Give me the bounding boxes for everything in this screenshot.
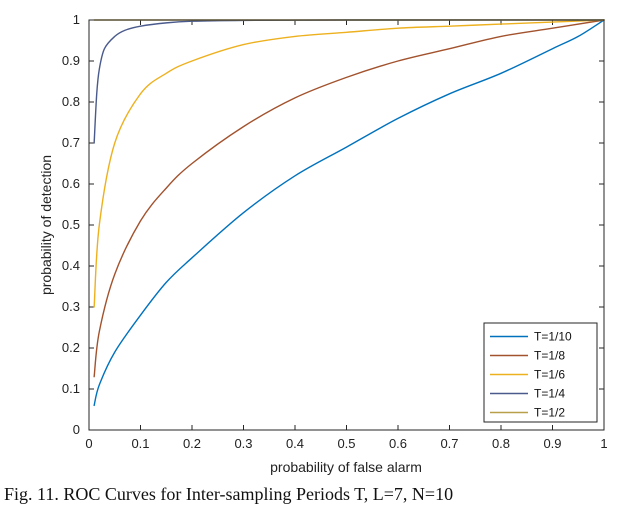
y-tick-label: 0.8 bbox=[62, 94, 80, 109]
legend-label: T=1/6 bbox=[534, 368, 565, 382]
y-tick-label: 0.2 bbox=[62, 340, 80, 355]
series-line-2 bbox=[93, 19, 605, 378]
y-axis-ticks: 0 0.1 0.2 0.3 0.4 0.5 0.6 0.7 0.8 0.9 1 bbox=[62, 12, 604, 437]
y-tick-label: 0.9 bbox=[62, 53, 80, 68]
x-tick-label: 0.2 bbox=[183, 436, 201, 451]
x-tick-label: 1 bbox=[600, 436, 607, 451]
x-tick-label: 0.4 bbox=[286, 436, 304, 451]
roc-chart: 0 0.1 0.2 0.3 0.4 0.5 0.6 0.7 0.8 0.9 1 0 0.1 0.2 0.3… bbox=[38, 12, 608, 475]
x-tick-label: 0.9 bbox=[543, 436, 561, 451]
x-axis-label: probability of false alarm bbox=[270, 459, 422, 475]
x-tick-label: 0.8 bbox=[492, 436, 510, 451]
y-tick-label: 0.3 bbox=[62, 299, 80, 314]
series-line-3 bbox=[93, 19, 605, 308]
plot-frame bbox=[88, 19, 605, 431]
y-tick-label: 0.7 bbox=[62, 135, 80, 150]
y-tick-label: 0.5 bbox=[62, 217, 80, 232]
y-tick-label: 0 bbox=[73, 422, 80, 437]
figure-caption: Fig. 11. ROC Curves for Inter-sampling P… bbox=[4, 484, 454, 504]
x-tick-label: 0 bbox=[85, 436, 92, 451]
legend-label: T=1/2 bbox=[534, 406, 565, 420]
y-axis-label: probability of detection bbox=[38, 155, 54, 295]
x-tick-label: 0.3 bbox=[234, 436, 252, 451]
x-tick-label: 0.1 bbox=[131, 436, 149, 451]
legend: T=1/10 T=1/8 T=1/6 T=1/4 T=1/2 bbox=[483, 322, 598, 423]
x-tick-label: 0.5 bbox=[337, 436, 355, 451]
legend-label: T=1/8 bbox=[534, 349, 565, 363]
x-tick-label: 0.6 bbox=[389, 436, 407, 451]
legend-label: T=1/10 bbox=[534, 330, 572, 344]
y-tick-label: 0.1 bbox=[62, 381, 80, 396]
y-tick-label: 1 bbox=[73, 12, 80, 27]
x-axis-ticks: 0 0.1 0.2 0.3 0.4 0.5 0.6 0.7 0.8 0.9 1 bbox=[85, 20, 608, 451]
x-tick-label: 0.7 bbox=[440, 436, 458, 451]
legend-label: T=1/4 bbox=[534, 387, 565, 401]
y-tick-label: 0.6 bbox=[62, 176, 80, 191]
legend-box bbox=[483, 322, 598, 423]
y-tick-label: 0.4 bbox=[62, 258, 80, 273]
series-line-1 bbox=[93, 19, 605, 407]
